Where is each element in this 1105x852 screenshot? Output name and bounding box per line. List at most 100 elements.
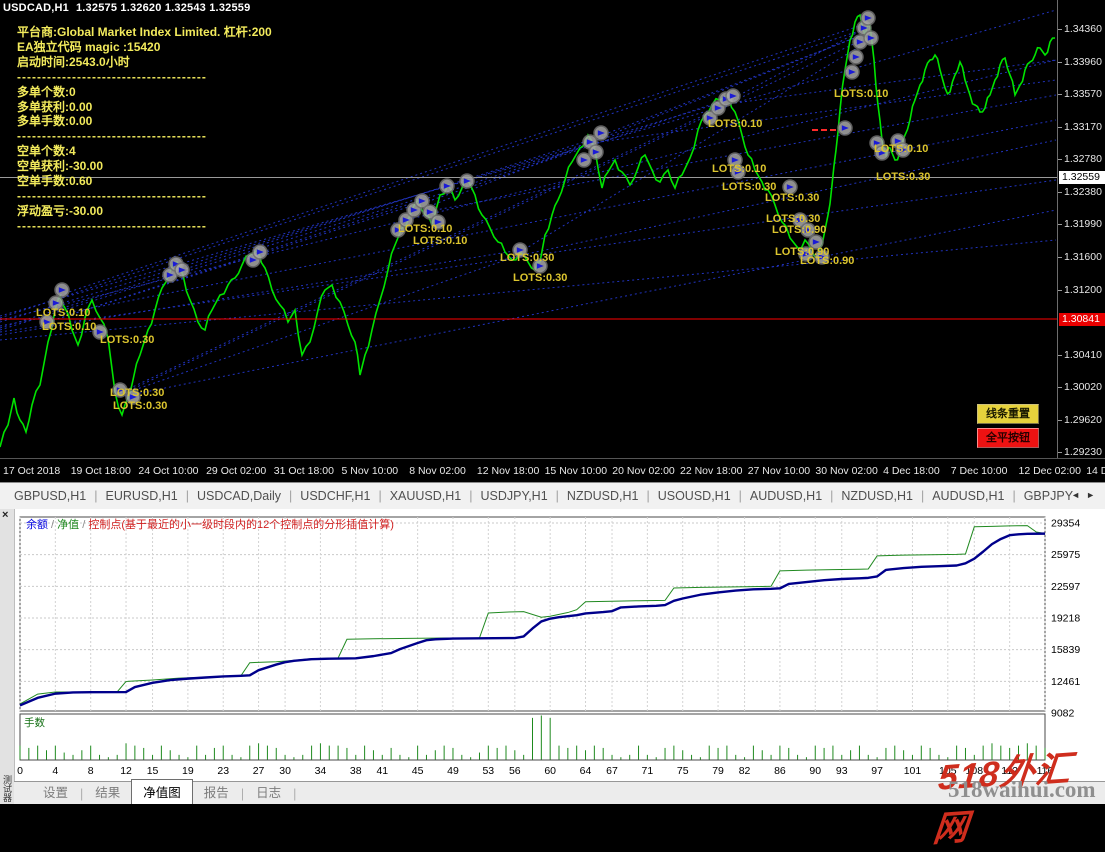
info-line: 空单获利:-30.00 xyxy=(17,159,104,174)
price-chart-canvas[interactable]: LOTS:0.10LOTS:0.10LOTS:0.30LOTS:0.30LOTS… xyxy=(0,0,1057,458)
trade-marker[interactable] xyxy=(792,212,808,228)
trade-marker[interactable] xyxy=(112,382,128,398)
time-axis-label: 20 Nov 02:00 xyxy=(612,465,675,477)
close-icon[interactable]: × xyxy=(2,509,9,521)
trend-fan-line xyxy=(431,97,731,201)
trade-marker[interactable] xyxy=(844,64,860,80)
graph-legend: 余额 / 净值 / 控制点(基于最近的小一级时段内的12个控制点的分形插值计算) xyxy=(26,517,394,531)
tester-tab-4[interactable]: 日志 xyxy=(256,786,282,800)
tester-tab-3[interactable]: 报告 xyxy=(203,786,229,800)
tester-tab-bar: 设置 | 结果 净值图 报告 | 日志 | xyxy=(14,779,1105,804)
trade-marker[interactable] xyxy=(162,267,178,283)
trend-fan-line xyxy=(589,34,863,141)
trade-marker[interactable] xyxy=(730,164,746,180)
trend-fan-line xyxy=(0,194,431,331)
symbol-tab-nzdusd-h1[interactable]: NZDUSD,H1 xyxy=(566,489,639,503)
trade-marker[interactable] xyxy=(92,324,108,340)
trade-marker[interactable] xyxy=(593,125,609,141)
trade-marker[interactable] xyxy=(702,110,718,126)
trade-marker[interactable] xyxy=(39,314,55,330)
time-axis-label: 30 Nov 02:00 xyxy=(815,465,878,477)
trade-marker[interactable] xyxy=(800,222,816,238)
equity-x-label: 0 xyxy=(17,765,23,777)
symbol-tab-nzdusd-h1[interactable]: NZDUSD,H1 xyxy=(841,489,913,503)
trade-marker[interactable] xyxy=(808,234,824,250)
equity-x-label: 41 xyxy=(376,765,388,777)
line-reset-button[interactable]: 线条重置 xyxy=(977,404,1039,424)
equity-x-label: 105 xyxy=(939,765,957,777)
symbol-tab-usdcad-daily[interactable]: USDCAD,Daily xyxy=(197,489,282,503)
trend-fan-line xyxy=(119,209,1057,398)
trend-fan-line xyxy=(519,44,863,253)
trade-marker[interactable] xyxy=(782,179,798,195)
main-chart-window[interactable]: LOTS:0.10 LOTS:0.10 LOTS:0.30 LOTS:0.30 LOTS… xyxy=(0,0,1105,483)
trade-marker[interactable] xyxy=(512,242,528,258)
symbol-tab-audusd-h1[interactable]: AUDUSD,H1 xyxy=(932,489,1005,503)
tester-tab-1[interactable]: 结果 xyxy=(95,786,121,800)
info-line: 多单手数:0.00 xyxy=(17,114,93,129)
equity-x-label: 23 xyxy=(217,765,229,777)
price-tick-mark xyxy=(1058,386,1062,388)
trade-marker[interactable] xyxy=(48,295,64,311)
trade-marker[interactable] xyxy=(848,49,864,65)
time-axis-label: 24 Oct 10:00 xyxy=(138,465,199,477)
info-line: 浮动盈亏:-30.00 xyxy=(17,203,104,218)
close-all-button[interactable]: 全平按钮 xyxy=(977,428,1039,448)
trade-marker[interactable] xyxy=(588,144,604,160)
equity-x-label: 34 xyxy=(315,765,327,777)
symbol-tab-audusd-h1[interactable]: AUDUSD,H1 xyxy=(749,489,823,503)
trade-marker[interactable] xyxy=(439,178,455,194)
time-axis-label: 4 Dec 18:00 xyxy=(883,465,940,477)
trend-fan-line xyxy=(0,29,863,319)
price-tick-label: 1.31600 xyxy=(1064,250,1102,263)
symbol-tab-usdjpy-h1[interactable]: USDJPY,H1 xyxy=(480,489,548,503)
symbol-tab-usousd-h1[interactable]: USOUSD,H1 xyxy=(657,489,731,503)
trade-marker[interactable] xyxy=(422,204,438,220)
trade-marker[interactable] xyxy=(54,282,70,298)
trade-marker[interactable] xyxy=(430,214,446,230)
tester-tab-2[interactable]: 净值图 xyxy=(131,779,193,804)
equity-x-label: 101 xyxy=(904,765,922,777)
tester-panel: × 测试器 29354 25975 22597 19218 15839 12461 9082… xyxy=(0,509,1105,804)
trade-marker[interactable] xyxy=(125,389,141,405)
trade-marker[interactable] xyxy=(863,30,879,46)
trade-marker[interactable] xyxy=(532,258,548,274)
price-tick-label: 1.33570 xyxy=(1064,88,1102,101)
current-price-tag: 1.32559 xyxy=(1059,171,1105,184)
trade-marker[interactable] xyxy=(252,244,268,260)
trade-marker[interactable] xyxy=(725,88,741,104)
lots-label: LOTS:0.10 xyxy=(712,163,766,175)
symbol-tab-gbpusd-h1[interactable]: GBPUSD,H1 xyxy=(14,489,87,503)
tester-panel-label: 测试器 xyxy=(2,775,12,802)
tab-separator: | xyxy=(469,489,473,503)
trade-marker[interactable] xyxy=(837,120,853,136)
equity-x-label: 71 xyxy=(642,765,654,777)
trade-marker[interactable] xyxy=(874,145,890,161)
trade-marker[interactable] xyxy=(398,212,414,228)
symbol-tab-gbpjpy[interactable]: GBPJPY xyxy=(1023,489,1074,503)
price-tick-label: 1.31200 xyxy=(1064,283,1102,296)
tabs-scroll-icons[interactable]: ◄► xyxy=(1071,490,1101,500)
symbol-tab-usdchf-h1[interactable]: USDCHF,H1 xyxy=(300,489,371,503)
trend-fan-line xyxy=(47,144,591,323)
time-axis-label: 29 Oct 02:00 xyxy=(206,465,267,477)
trade-marker[interactable] xyxy=(459,173,475,189)
equity-y-label: 29354 xyxy=(1051,518,1080,530)
trade-marker[interactable] xyxy=(727,152,743,168)
trade-marker[interactable] xyxy=(390,222,406,238)
tester-tab-0[interactable]: 设置 xyxy=(43,786,69,800)
symbol-tab-xauusd-h1[interactable]: XAUUSD,H1 xyxy=(389,489,462,503)
trade-marker[interactable] xyxy=(174,262,190,278)
trade-marker[interactable] xyxy=(576,152,592,168)
trade-marker[interactable] xyxy=(860,10,876,26)
trade-marker[interactable] xyxy=(895,142,911,158)
tab-separator: | xyxy=(185,489,189,503)
trade-marker[interactable] xyxy=(414,193,430,209)
info-line: 空单个数:4 xyxy=(17,144,76,159)
info-divider: -------------------------------------- xyxy=(17,129,207,144)
equity-x-label: 60 xyxy=(544,765,556,777)
trade-marker[interactable] xyxy=(814,249,830,265)
trade-marker[interactable] xyxy=(798,246,814,262)
symbol-tab-eurusd-h1[interactable]: EURUSD,H1 xyxy=(105,489,178,503)
